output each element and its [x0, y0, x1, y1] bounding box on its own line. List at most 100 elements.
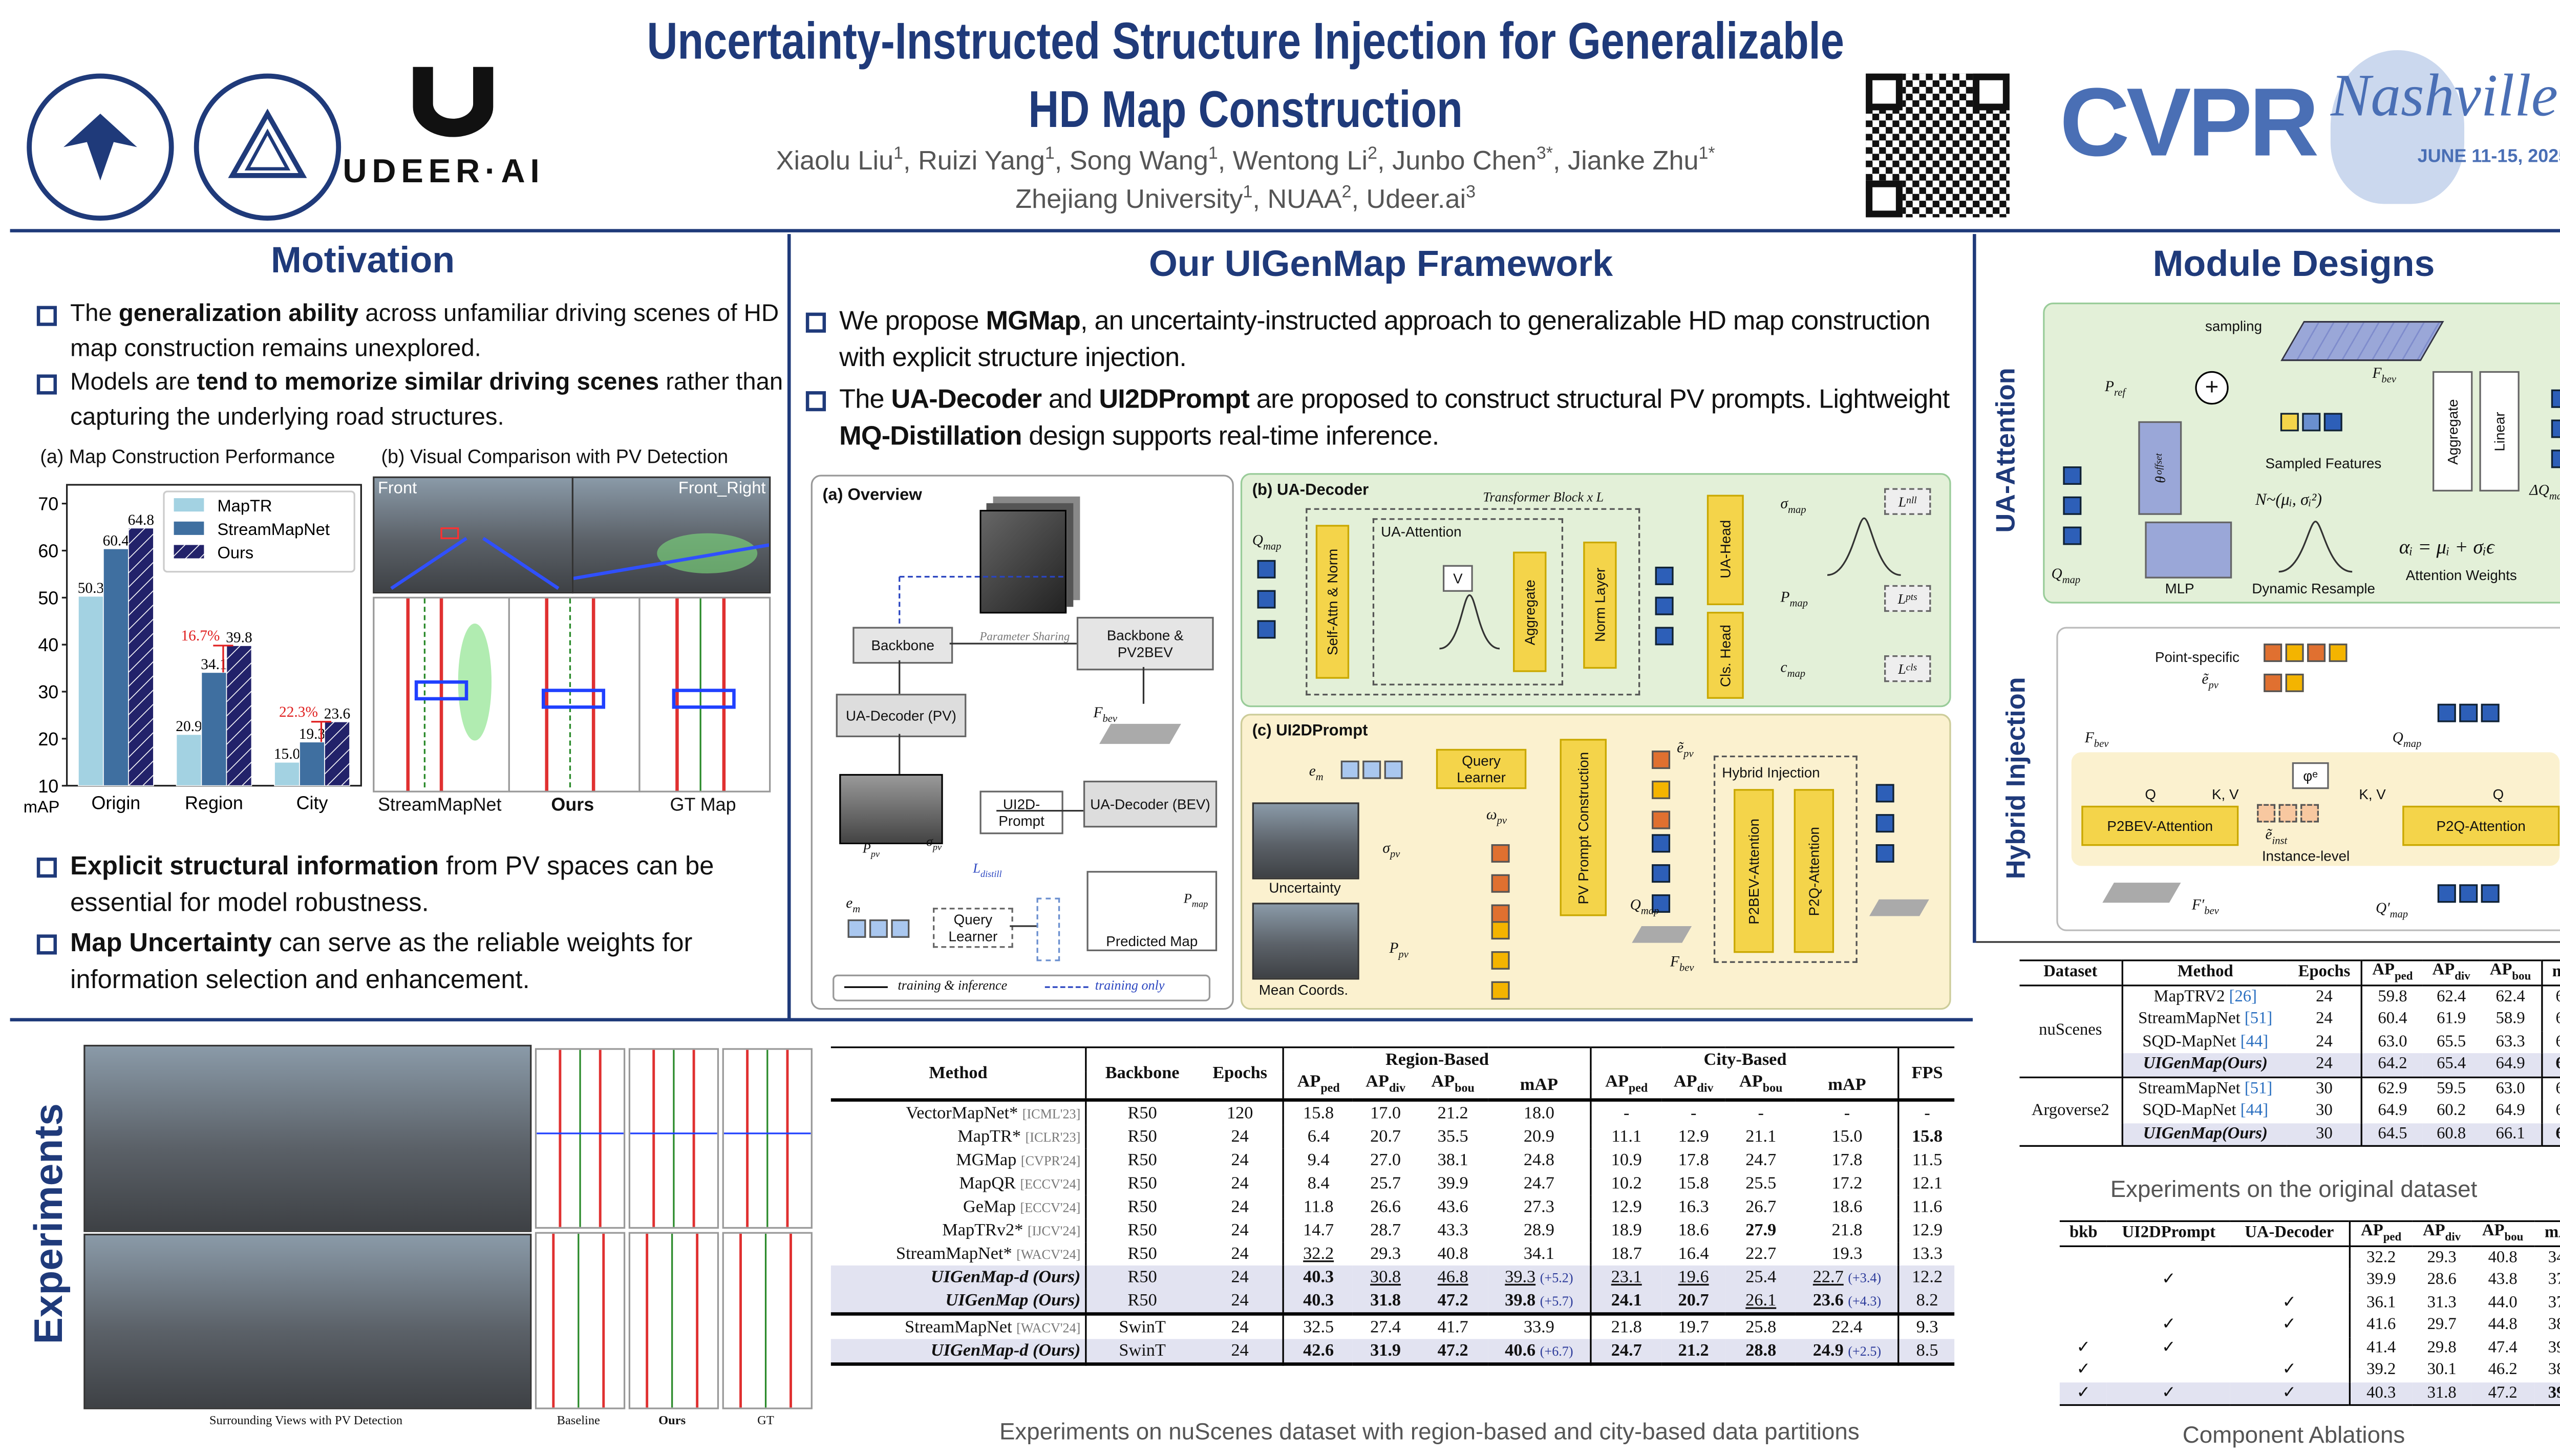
value-cell: 37.4: [2548, 1271, 2560, 1290]
value-cell: 28.6: [2427, 1271, 2457, 1290]
data-label: 50.3: [78, 580, 104, 596]
value-cell: 38.1: [1418, 1149, 1488, 1172]
value: 15.0: [1831, 1127, 1863, 1146]
y-tick-label: 60: [38, 541, 58, 562]
value-cell: 15.8: [1283, 1100, 1353, 1125]
value-cell: 24: [2288, 984, 2363, 1008]
value: 22.7: [1745, 1245, 1777, 1264]
data-label: 64.8: [128, 512, 154, 528]
check-cell: ✓: [2230, 1359, 2351, 1382]
mean-coords-image: [1252, 903, 1359, 980]
value-cell: 22.7 (+3.4): [1796, 1266, 1900, 1289]
value: 47.2: [1437, 1291, 1468, 1310]
value-cell: 26.6: [1353, 1195, 1418, 1219]
value: -: [1844, 1104, 1850, 1123]
value-cell: 24.9 (+2.5): [1796, 1339, 1900, 1364]
bar-chart: 10 20 30 40 50 60 70 Origin 50.3 60.4 64.8 Region 20…: [24, 484, 362, 816]
mlp-network: [2145, 521, 2232, 579]
value-cell: R50: [1086, 1149, 1198, 1172]
value-cell: 12.9: [1899, 1219, 1954, 1243]
value: 24.7: [1523, 1174, 1554, 1193]
value-cell: 18.6: [1661, 1219, 1726, 1243]
value-cell: -: [1796, 1100, 1900, 1125]
value-cell: 41.4: [2366, 1338, 2396, 1357]
header-row-groups: Method Backbone Epochs Region-Based City-Bas…: [830, 1047, 1954, 1100]
value-cell: 59.8: [2378, 987, 2407, 1006]
value-cell: 9.3: [1899, 1314, 1954, 1339]
table-row: ✓ 36.1 31.3 44.0 37.1: [2060, 1291, 2560, 1314]
value-cell: 12.9: [1591, 1195, 1661, 1219]
value: 24: [1231, 1318, 1249, 1337]
citation: [ICML'23]: [1022, 1106, 1081, 1121]
value-cell: 25.8: [1726, 1314, 1796, 1339]
value: 21.2: [1678, 1341, 1709, 1360]
value-cell: 60.4: [2542, 1008, 2560, 1031]
caption-baseline: Baseline: [557, 1412, 600, 1428]
value: -: [1758, 1104, 1764, 1123]
method-cell: UIGenMap-d (Ours): [830, 1266, 1087, 1289]
value-cell: 30: [2288, 1122, 2363, 1146]
framework-title: Our UIGenMap Framework: [1149, 242, 1613, 285]
coord-prompt-column: [1489, 919, 1511, 1010]
check-cell: [2230, 1269, 2351, 1292]
motivation-bullet-1: The generalization ability across unfami…: [36, 297, 789, 368]
value-cell: 47.2: [1418, 1289, 1488, 1314]
data-label: 39.8: [226, 629, 252, 646]
bar-ours: [324, 721, 350, 786]
value-cell: 24: [1197, 1148, 1284, 1172]
p2q-attention-box: P2Q-Attention: [1794, 789, 1834, 953]
value: 15.8: [1912, 1127, 1943, 1146]
bar-maptr: [176, 734, 202, 786]
value-cell: R50: [1086, 1289, 1198, 1314]
value-cell: 38.7: [2548, 1316, 2560, 1335]
value: 9.3: [1916, 1318, 1938, 1337]
gain-value: (+2.5): [1848, 1343, 1882, 1359]
value: 9.4: [1307, 1151, 1330, 1170]
hybrid-injection-label: Hybrid Injection: [2002, 677, 2032, 880]
column-header: APbou: [2480, 960, 2543, 985]
value-cell: 24: [1197, 1125, 1284, 1149]
value-cell: 47.2: [2488, 1383, 2518, 1402]
gt-map: [638, 596, 771, 793]
value-cell: 24.1: [1591, 1289, 1661, 1314]
legend-label: Ours: [217, 543, 253, 562]
ours-map-1: [628, 1048, 719, 1229]
value: 24: [1231, 1268, 1249, 1287]
value-cell: 39.8 (+5.7): [1487, 1289, 1592, 1314]
value: 40.8: [1437, 1245, 1468, 1264]
bev-grid: [2280, 320, 2444, 361]
method-cell: StreamMapNet [51]: [2122, 1077, 2288, 1100]
value: 20.7: [1370, 1127, 1401, 1146]
gain-value: (+6.7): [1540, 1343, 1573, 1359]
value: 11.8: [1303, 1197, 1334, 1216]
value-cell: 58.9: [2480, 1008, 2543, 1031]
value-cell: 62.4: [2480, 984, 2543, 1008]
column-header: UA-Decoder: [2230, 1221, 2351, 1246]
value-cell: 34.1: [2548, 1248, 2560, 1267]
value-cell: 24: [1197, 1195, 1284, 1219]
y-tick-label: 10: [38, 776, 58, 797]
value: 8.2: [1916, 1291, 1938, 1310]
method-cell: MapTR* [ICLR'23]: [830, 1125, 1087, 1149]
column-header: mAP: [2542, 960, 2560, 984]
method-name: StreamMapNet: [2138, 1010, 2241, 1029]
value-cell: 10.9: [1591, 1149, 1661, 1172]
value: R50: [1127, 1197, 1157, 1216]
baseline-map-2: [535, 1232, 626, 1409]
prompt-embedding-column: [1650, 749, 1672, 839]
qr-code[interactable]: [1866, 73, 2010, 218]
value-cell: 16.3: [1661, 1195, 1726, 1219]
value-cell: 38.5: [2548, 1361, 2560, 1380]
value-cell: 11.1: [1591, 1125, 1661, 1149]
y-tick-label: 50: [38, 587, 58, 608]
linear-box: Linear: [2479, 371, 2520, 492]
column-header: Epochs: [2288, 960, 2363, 985]
y-tick-label: 30: [38, 681, 58, 702]
value: 26.7: [1745, 1197, 1777, 1216]
value-cell: 64.8: [2542, 1053, 2560, 1077]
